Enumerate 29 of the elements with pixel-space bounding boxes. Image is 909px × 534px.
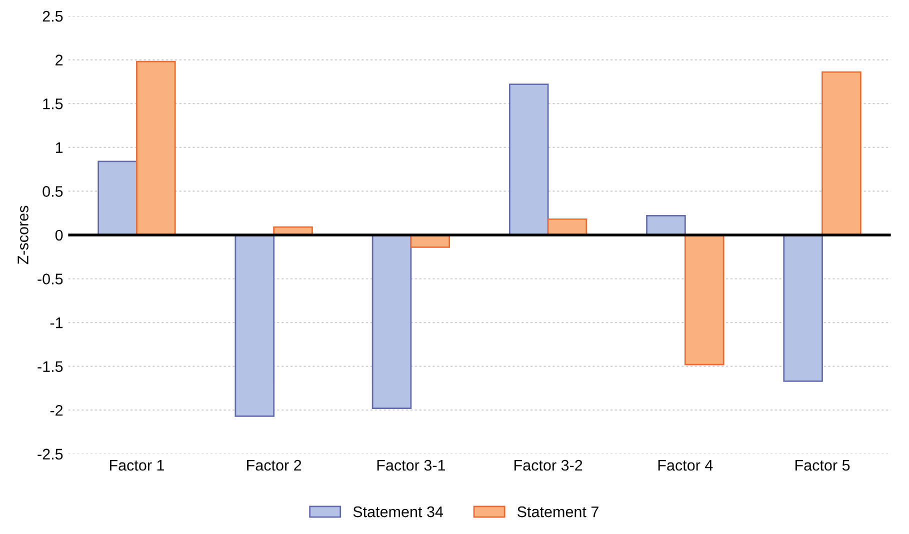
x-tick-label: Factor 1 xyxy=(110,460,164,471)
y-tick-label: -1.5 xyxy=(38,361,63,372)
bar xyxy=(508,84,549,236)
bar xyxy=(822,71,862,236)
bar xyxy=(234,234,275,417)
y-tick-label: 2 xyxy=(56,54,63,66)
y-tick-label: 0 xyxy=(55,230,63,241)
y-tick-label: -2.5 xyxy=(38,448,63,460)
bar xyxy=(372,234,412,410)
y-tick-label: 0.5 xyxy=(42,186,63,197)
y-tick-label: 1.5 xyxy=(43,98,63,110)
y-tick-label: -2 xyxy=(50,404,63,416)
legend-label: Statement 34 xyxy=(353,506,444,518)
bar xyxy=(98,160,138,236)
x-tick-label: Factor 5 xyxy=(796,460,850,471)
x-tick-label: Factor 4 xyxy=(658,460,713,471)
y-tick-label: -1 xyxy=(50,318,63,328)
bar xyxy=(783,234,823,382)
bar xyxy=(136,60,176,236)
y-axis-title: Z-scores xyxy=(18,206,28,264)
y-tick-label: 1 xyxy=(56,142,63,153)
x-tick-label: Factor 2 xyxy=(247,460,302,471)
bar xyxy=(684,234,724,366)
bar xyxy=(646,215,686,236)
x-tick-label: Factor 3-2 xyxy=(514,460,582,471)
legend-label: Statement 7 xyxy=(518,506,598,518)
x-tick-label: Factor 3-1 xyxy=(377,460,446,471)
y-tick-label: -0.5 xyxy=(38,274,63,284)
y-tick-label: 2.5 xyxy=(42,10,63,22)
